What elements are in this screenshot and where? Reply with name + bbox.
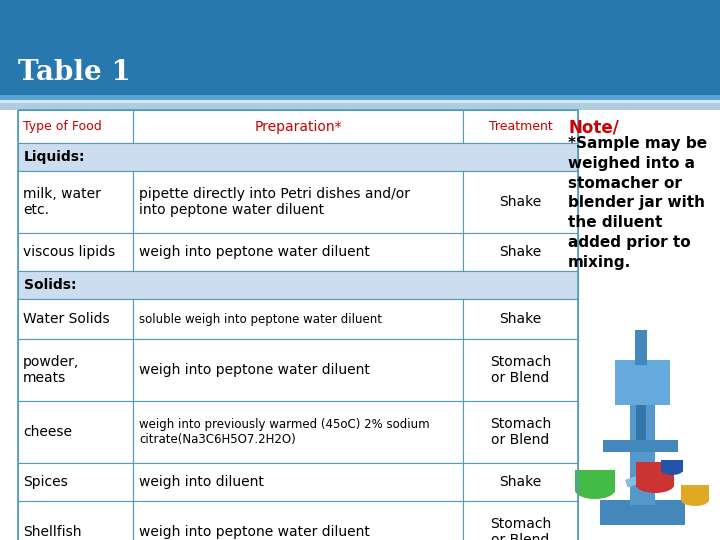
Text: Shake: Shake: [500, 475, 541, 489]
Bar: [133, 233, 463, 271]
Text: pipette directly into Petri dishes and/or
into peptone water diluent: pipette directly into Petri dishes and/o…: [139, 187, 410, 217]
Bar: [600, 500, 685, 525]
Bar: [463, 501, 578, 540]
Bar: [681, 485, 709, 501]
Bar: [575, 470, 615, 492]
Bar: [18, 110, 133, 143]
Bar: [603, 440, 678, 452]
Bar: [18, 463, 133, 501]
Text: Table 1: Table 1: [18, 58, 131, 85]
Bar: [463, 339, 578, 401]
Bar: [133, 501, 463, 540]
Text: powder,
meats: powder, meats: [23, 355, 79, 385]
Bar: [18, 271, 578, 299]
Bar: [463, 299, 578, 339]
Bar: [133, 110, 463, 143]
Bar: [615, 360, 670, 405]
Text: Water Solids: Water Solids: [23, 312, 109, 326]
Bar: [630, 400, 655, 505]
Bar: [133, 299, 463, 339]
Bar: [18, 110, 578, 540]
Text: weigh into peptone water diluent: weigh into peptone water diluent: [139, 363, 370, 377]
Ellipse shape: [636, 477, 674, 493]
Bar: [18, 339, 133, 401]
Text: weigh into peptone water diluent: weigh into peptone water diluent: [139, 245, 370, 259]
Bar: [0, 105, 720, 540]
Ellipse shape: [681, 494, 709, 506]
Bar: [133, 401, 463, 463]
Bar: [625, 470, 656, 488]
Text: Solids:: Solids:: [24, 278, 76, 292]
Text: weigh into diluent: weigh into diluent: [139, 475, 264, 489]
Text: weigh into previously warmed (45oC) 2% sodium
citrate(Na3C6H5O7.2H2O): weigh into previously warmed (45oC) 2% s…: [139, 418, 430, 446]
Bar: [636, 462, 674, 487]
Ellipse shape: [661, 465, 683, 475]
Bar: [133, 339, 463, 401]
Bar: [133, 171, 463, 233]
Bar: [0, 0, 720, 100]
Text: Stomach
or Blend: Stomach or Blend: [490, 355, 551, 385]
Bar: [18, 233, 133, 271]
Bar: [463, 233, 578, 271]
Text: Treatment: Treatment: [489, 120, 552, 133]
Text: weigh into peptone water diluent: weigh into peptone water diluent: [139, 525, 370, 539]
Bar: [18, 401, 133, 463]
Text: Shake: Shake: [500, 245, 541, 259]
Text: Shake: Shake: [500, 312, 541, 326]
Text: Shake: Shake: [500, 195, 541, 209]
Text: Shellfish: Shellfish: [23, 525, 81, 539]
Text: Preparation*: Preparation*: [254, 119, 342, 133]
Bar: [635, 330, 647, 365]
Text: *Sample may be
weighed into a
stomacher or
blender jar with
the diluent
added pr: *Sample may be weighed into a stomacher …: [568, 136, 707, 270]
Bar: [18, 143, 578, 171]
Text: viscous lipids: viscous lipids: [23, 245, 115, 259]
Bar: [463, 110, 578, 143]
Bar: [463, 463, 578, 501]
Ellipse shape: [575, 481, 615, 499]
Bar: [133, 463, 463, 501]
Bar: [0, 95, 720, 103]
Text: Stomach
or Blend: Stomach or Blend: [490, 417, 551, 447]
Text: Note/: Note/: [568, 118, 619, 136]
Text: Spices: Spices: [23, 475, 68, 489]
Text: cheese: cheese: [23, 425, 72, 439]
Bar: [0, 100, 720, 105]
Text: Stomach
or Blend: Stomach or Blend: [490, 517, 551, 540]
Bar: [18, 171, 133, 233]
Bar: [0, 103, 720, 110]
Bar: [636, 405, 646, 440]
Text: milk, water
etc.: milk, water etc.: [23, 187, 101, 217]
Text: Type of Food: Type of Food: [23, 120, 102, 133]
Bar: [463, 401, 578, 463]
Bar: [18, 501, 133, 540]
Text: Liquids:: Liquids:: [24, 150, 86, 164]
Bar: [18, 299, 133, 339]
Bar: [463, 171, 578, 233]
Bar: [661, 460, 683, 472]
Text: soluble weigh into peptone water diluent: soluble weigh into peptone water diluent: [139, 313, 382, 326]
